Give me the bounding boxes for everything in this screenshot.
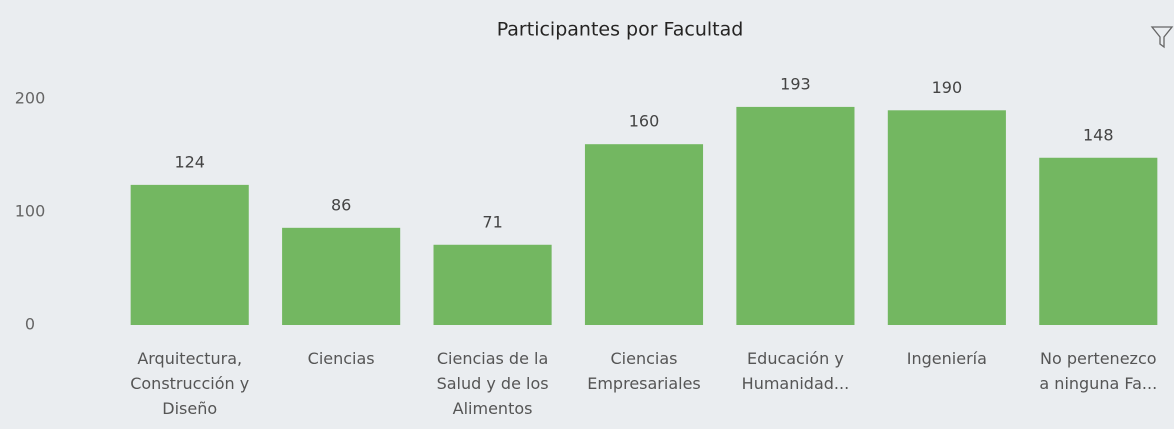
data-label: 148 (1083, 125, 1114, 144)
y-tick-label: 0 (25, 315, 35, 334)
bar (130, 184, 249, 325)
data-label: 160 (629, 112, 660, 131)
data-label: 124 (174, 152, 205, 171)
x-tick-label: Ingeniería (906, 349, 987, 368)
filter-icon[interactable] (1150, 26, 1174, 49)
filter-icon-shape[interactable] (1150, 26, 1174, 49)
x-tick-label: Educación y Humanidad... (741, 349, 850, 393)
x-tick-label: Ciencias de la Salud y de los Alimentos (436, 349, 549, 418)
bar (887, 110, 1006, 325)
x-tick-label: Ciencias (307, 349, 375, 368)
bar (736, 106, 855, 325)
x-tick-label: Arquitectura, Construcción y Diseño (130, 349, 250, 418)
data-label: 193 (780, 74, 811, 93)
data-label: 86 (331, 195, 351, 214)
bar (584, 144, 704, 325)
bar (1039, 157, 1158, 325)
x-tick-label: No pertenezco a ninguna Fa... (1039, 349, 1158, 393)
bar (433, 244, 552, 325)
y-tick-label: 200 (15, 89, 46, 108)
data-label: 71 (482, 212, 502, 231)
y-tick-label: 100 (15, 202, 46, 221)
bar (282, 227, 401, 325)
x-tick-label: Ciencias Empresariales (587, 349, 701, 393)
data-label: 190 (932, 78, 963, 97)
chart-title: Participantes por Facultad (497, 19, 744, 41)
